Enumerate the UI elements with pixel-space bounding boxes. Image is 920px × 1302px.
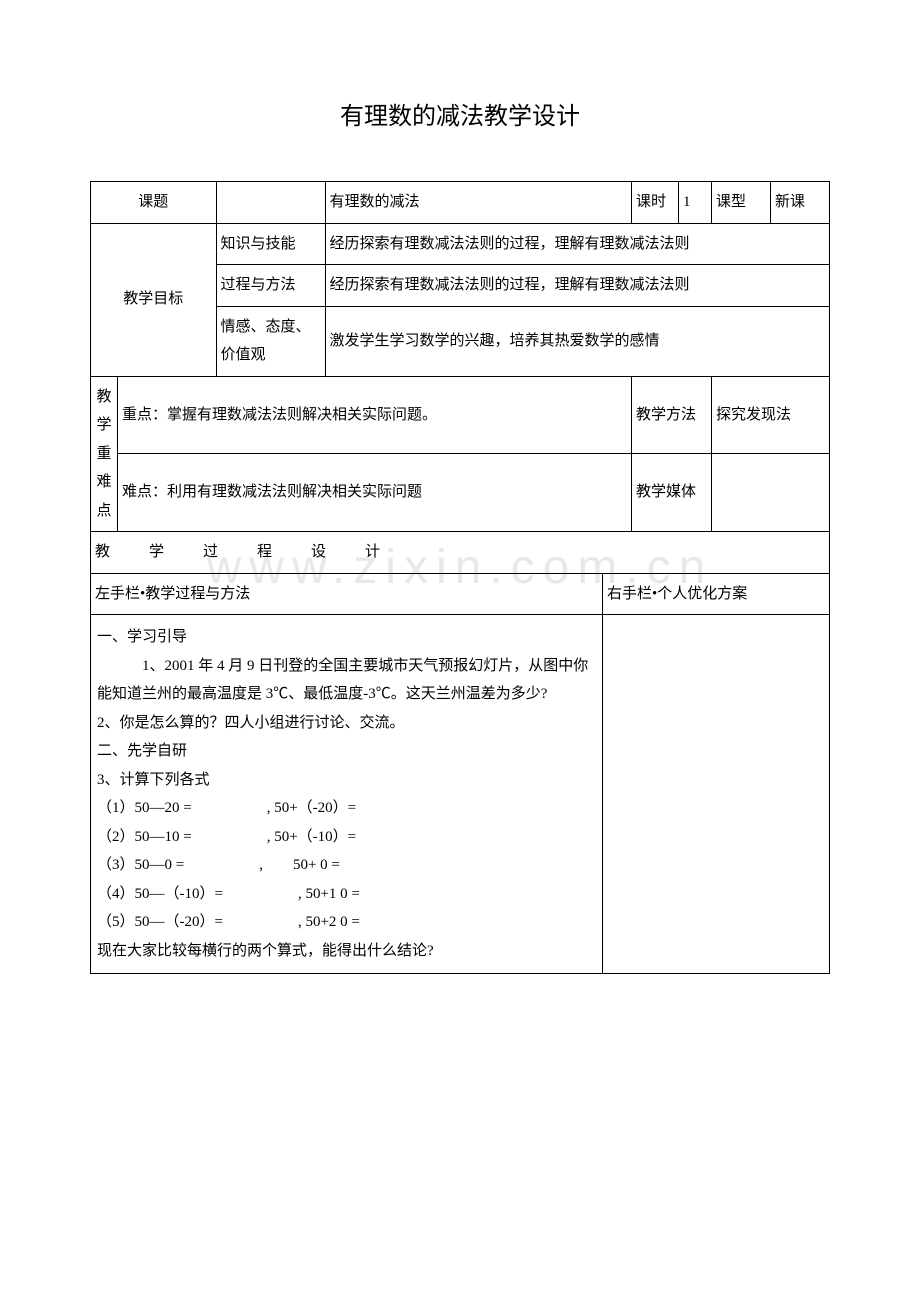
goal-r2-text: 经历探索有理数减法法则的过程，理解有理数减法法则 <box>325 265 829 307</box>
empty-cell <box>216 182 325 224</box>
right-column-header: 右手栏•个人优化方案 <box>603 573 830 615</box>
kexing-value: 新课 <box>771 182 830 224</box>
label-method: 教学方法 <box>632 376 712 454</box>
label-goals: 教学目标 <box>91 223 217 376</box>
topic-value: 有理数的减法 <box>325 182 631 224</box>
hardpoint-text: 难点：利用有理数减法法则解决相关实际问题 <box>118 454 632 532</box>
goal-r1-label: 知识与技能 <box>216 223 325 265</box>
label-difficulty: 教学重难点 <box>91 376 118 532</box>
method-value: 探究发现法 <box>712 376 830 454</box>
page-title: 有理数的减法教学设计 <box>90 96 830 131</box>
media-value <box>712 454 830 532</box>
keshi-value: 1 <box>679 182 712 224</box>
lesson-body-right <box>603 615 830 974</box>
label-keshi: 课时 <box>632 182 679 224</box>
goal-r3-text: 激发学生学习数学的兴趣，培养其热爱数学的感情 <box>325 306 829 376</box>
lesson-plan-table: 课题 有理数的减法 课时 1 课型 新课 教学目标 知识与技能 经历探索有理数减… <box>90 181 830 974</box>
label-kexing: 课型 <box>712 182 771 224</box>
keypoint-text: 重点：掌握有理数减法法则解决相关实际问题。 <box>118 376 632 454</box>
label-media: 教学媒体 <box>632 454 712 532</box>
lesson-body-left: 一、学习引导 1、2001 年 4 月 9 日刊登的全国主要城市天气预报幻灯片，… <box>91 615 603 974</box>
goal-r1-text: 经历探索有理数减法法则的过程，理解有理数减法法则 <box>325 223 829 265</box>
left-column-header: 左手栏•教学过程与方法 <box>91 573 603 615</box>
goal-r2-label: 过程与方法 <box>216 265 325 307</box>
label-keti: 课题 <box>91 182 217 224</box>
goal-r3-label: 情感、态度、价值观 <box>216 306 325 376</box>
process-header: 教 学 过 程 设 计 <box>91 532 830 574</box>
